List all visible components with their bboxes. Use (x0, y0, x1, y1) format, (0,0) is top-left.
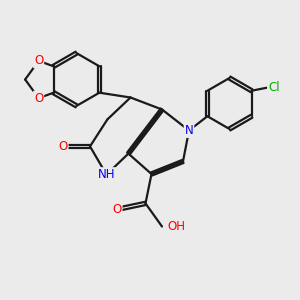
Text: Cl: Cl (268, 81, 280, 94)
Text: N: N (184, 124, 194, 137)
Text: O: O (112, 203, 122, 216)
Text: NH: NH (98, 168, 115, 181)
Text: O: O (34, 92, 43, 105)
Text: O: O (58, 140, 68, 153)
Text: O: O (34, 54, 43, 68)
Text: OH: OH (167, 220, 185, 233)
